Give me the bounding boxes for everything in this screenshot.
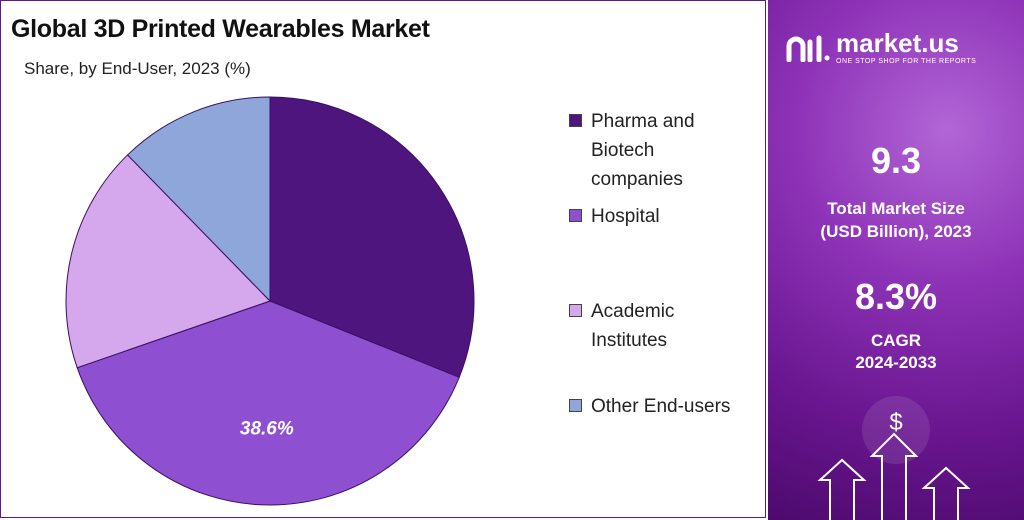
legend-swatch-academic xyxy=(569,304,582,317)
legend-label-other: Other End-users xyxy=(591,392,771,421)
market-size-value: 9.3 xyxy=(870,140,922,181)
brand-tagline: ONE STOP SHOP FOR THE REPORTS xyxy=(836,58,977,65)
legend-swatch-other xyxy=(569,399,582,412)
legend-label-academic-line1: Academic xyxy=(591,301,675,322)
legend-label-pharma-line3: companies xyxy=(591,169,683,190)
pie-slice-academic xyxy=(65,154,271,369)
legend-label-other-line1: Other End-users xyxy=(591,396,731,417)
cagr-label-1: CAGR xyxy=(870,331,922,350)
legend-item-pharma: Pharma and Biotech companies xyxy=(569,107,741,194)
legend-label-academic: Academic Institutes xyxy=(591,297,741,355)
pie-slice-hospital xyxy=(76,300,460,506)
market-size-label-1: Total Market Size xyxy=(827,199,965,218)
legend-label-pharma: Pharma and Biotech companies xyxy=(591,107,741,194)
growth-arrows-icon: $ xyxy=(817,396,971,520)
summary-panel: market.us ONE STOP SHOP FOR THE REPORTS … xyxy=(768,0,1024,520)
legend-label-pharma-line2: Biotech xyxy=(591,140,655,161)
chart-panel: Global 3D Printed Wearables Market Share… xyxy=(0,0,766,518)
pie-slice-other xyxy=(126,96,271,303)
legend-item-hospital: Hospital xyxy=(569,202,741,231)
dollar-icon: $ xyxy=(889,409,902,436)
pie-slice-pharma xyxy=(269,96,475,378)
chart-subtitle: Share, by End-User, 2023 (%) xyxy=(24,59,251,78)
market-us-logo-icon xyxy=(786,35,830,62)
legend-label-hospital-line1: Hospital xyxy=(591,206,660,227)
legend-item-academic: Academic Institutes xyxy=(569,297,741,355)
legend-swatch-pharma xyxy=(569,114,582,127)
legend-label-pharma-line1: Pharma and xyxy=(591,111,695,132)
data-label-hospital: 38.6% xyxy=(240,418,294,439)
chart-title: Global 3D Printed Wearables Market xyxy=(11,15,430,43)
legend-item-other: Other End-users xyxy=(569,392,771,421)
cagr-value: 8.3% xyxy=(854,276,938,317)
legend-swatch-hospital xyxy=(569,209,582,222)
pie-chart: 38.6% xyxy=(65,96,475,506)
brand-name: market.us xyxy=(836,28,959,58)
legend-label-hospital: Hospital xyxy=(591,202,741,231)
market-size-label-2: (USD Billion), 2023 xyxy=(820,222,972,241)
legend-label-academic-line2: Institutes xyxy=(591,330,668,351)
cagr-label-2: 2024-2033 xyxy=(855,353,937,372)
brand-logo: market.us ONE STOP SHOP FOR THE REPORTS xyxy=(786,30,976,65)
